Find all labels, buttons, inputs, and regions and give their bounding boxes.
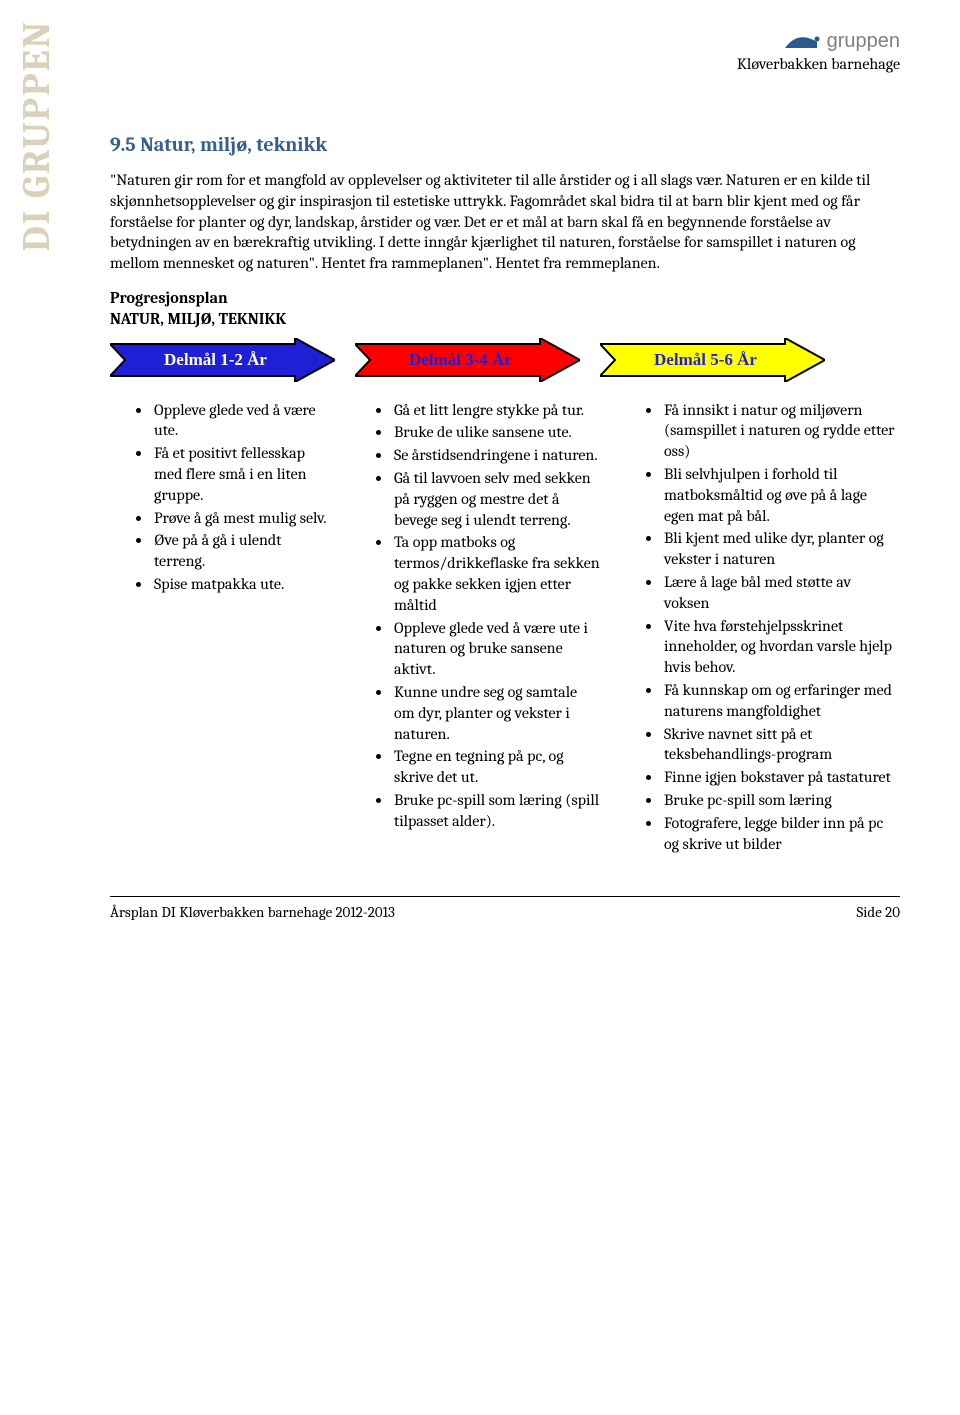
list-item: Oppleve glede ved å være ute i naturen o… <box>392 618 600 680</box>
logo-text: gruppen <box>827 30 900 53</box>
list-item: Få kunnskap om og erfaringer med naturen… <box>662 680 895 722</box>
prog-line-2: NATUR, MILJØ, TEKNIKK <box>110 310 286 328</box>
arrow-3: Delmål 5-6 År <box>600 338 825 382</box>
section-body: "Naturen gir rom for et mangfold av oppl… <box>110 170 900 274</box>
list-item: Finne igjen bokstaver på tastaturet <box>662 767 895 788</box>
columns: Oppleve glede ved å være ute.Få et posit… <box>110 400 900 857</box>
arrow-2-label: Delmål 3-4 År <box>355 338 580 382</box>
footer-right: Side 20 <box>856 903 900 921</box>
prog-line-1: Progresjonsplan <box>110 289 228 307</box>
list-item: Bli selvhjulpen i forhold til matboksmål… <box>662 464 895 526</box>
document-page: DI GRUPPEN gruppen Kløverbakken barnehag… <box>0 0 960 961</box>
column-2: Gå et litt lengre stykke på tur.Bruke de… <box>350 400 600 857</box>
list-item: Lære å lage bål med støtte av voksen <box>662 572 895 614</box>
arrow-2: Delmål 3-4 År <box>355 338 580 382</box>
column-1: Oppleve glede ved å være ute.Få et posit… <box>110 400 330 857</box>
header-subtitle: Kløverbakken barnehage <box>737 55 900 73</box>
side-vertical-label: DI GRUPPEN <box>15 0 59 20</box>
list-item: Bruke pc-spill som læring (spill tilpass… <box>392 790 600 832</box>
list-item: Skrive navnet sitt på et teksbehandlings… <box>662 724 895 766</box>
progression-heading: Progresjonsplan NATUR, MILJØ, TEKNIKK <box>110 288 900 330</box>
list-item: Gå et litt lengre stykke på tur. <box>392 400 600 421</box>
list-item: Bruke pc-spill som læring <box>662 790 895 811</box>
list-item: Få et positivt fellesskap med flere små … <box>152 443 330 505</box>
arrows-row: Delmål 1-2 År Delmål 3-4 År Delmål 5-6 Å… <box>110 338 900 382</box>
arrow-1-label: Delmål 1-2 År <box>110 338 335 382</box>
arrow-3-label: Delmål 5-6 År <box>600 338 825 382</box>
list-item: Ta opp matboks og termos/drikkeflaske fr… <box>392 532 600 615</box>
arrow-1: Delmål 1-2 År <box>110 338 335 382</box>
swoosh-icon <box>783 32 823 52</box>
footer-left: Årsplan DI Kløverbakken barnehage 2012-2… <box>110 903 395 921</box>
list-item: Prøve å gå mest mulig selv. <box>152 508 330 529</box>
list-item: Kunne undre seg og samtale om dyr, plant… <box>392 682 600 744</box>
list-item: Tegne en tegning på pc, og skrive det ut… <box>392 746 600 788</box>
list-item: Øve på å gå i ulendt terreng. <box>152 530 330 572</box>
list-item: Spise matpakka ute. <box>152 574 330 595</box>
list-item: Oppleve glede ved å være ute. <box>152 400 330 442</box>
list-item: Bli kjent med ulike dyr, planter og veks… <box>662 528 895 570</box>
list-item: Se årstidsendringene i naturen. <box>392 445 600 466</box>
column-3: Få innsikt i natur og miljøvern (samspil… <box>620 400 895 857</box>
column-1-list: Oppleve glede ved å være ute.Få et posit… <box>110 400 330 595</box>
list-item: Gå til lavvoen selv med sekken på ryggen… <box>392 468 600 530</box>
column-3-list: Få innsikt i natur og miljøvern (samspil… <box>620 400 895 855</box>
page-header: gruppen Kløverbakken barnehage <box>110 30 900 73</box>
list-item: Bruke de ulike sansene ute. <box>392 422 600 443</box>
list-item: Fotografere, legge bilder inn på pc og s… <box>662 813 895 855</box>
list-item: Vite hva førstehjelpsskrinet inneholder,… <box>662 616 895 678</box>
logo: gruppen <box>737 30 900 53</box>
column-2-list: Gå et litt lengre stykke på tur.Bruke de… <box>350 400 600 832</box>
list-item: Få innsikt i natur og miljøvern (samspil… <box>662 400 895 462</box>
section-title: 9.5 Natur, miljø, teknikk <box>110 133 900 156</box>
page-footer: Årsplan DI Kløverbakken barnehage 2012-2… <box>110 896 900 921</box>
logo-block: gruppen Kløverbakken barnehage <box>737 30 900 73</box>
